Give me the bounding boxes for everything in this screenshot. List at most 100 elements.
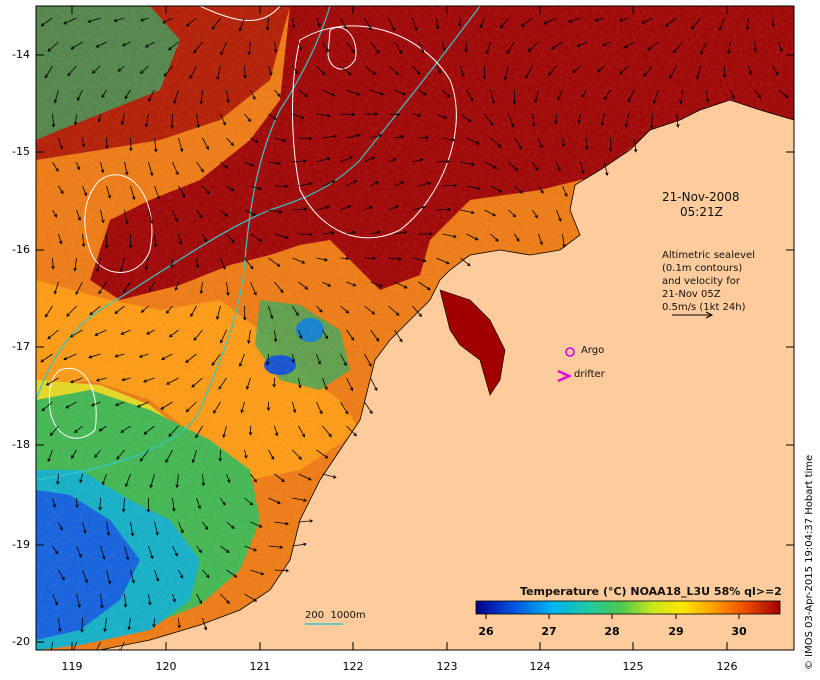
velocity-arrow bbox=[696, 65, 701, 80]
velocity-arrow bbox=[322, 329, 328, 340]
velocity-arrow bbox=[778, 41, 783, 52]
velocity-arrow bbox=[168, 425, 179, 437]
velocity-arrow bbox=[120, 329, 131, 335]
velocity-arrow bbox=[298, 425, 306, 438]
velocity-arrow bbox=[316, 401, 323, 415]
velocity-arrow bbox=[532, 161, 539, 171]
velocity-arrow bbox=[250, 137, 259, 143]
velocity-arrow bbox=[316, 65, 326, 76]
velocity-arrow bbox=[364, 17, 372, 31]
velocity-arrow bbox=[123, 281, 131, 294]
velocity-arrow bbox=[364, 353, 372, 367]
velocity-arrow bbox=[148, 545, 154, 560]
velocity-arrow bbox=[466, 233, 479, 241]
legend-line-1: Altimetric sealevel bbox=[662, 250, 755, 261]
velocity-arrow bbox=[196, 545, 203, 554]
velocity-arrow bbox=[292, 449, 302, 460]
depth-legend-label: 200 1000m bbox=[305, 610, 366, 621]
velocity-arrow bbox=[248, 425, 253, 436]
velocity-arrow bbox=[561, 137, 566, 148]
velocity-arrow bbox=[418, 232, 434, 236]
velocity-arrow bbox=[51, 113, 56, 128]
velocity-arrow bbox=[364, 65, 377, 75]
velocity-arrow bbox=[51, 641, 53, 650]
velocity-arrow bbox=[364, 401, 373, 415]
velocity-arrow bbox=[554, 113, 558, 125]
velocity-arrow bbox=[641, 17, 653, 24]
velocity-arrow bbox=[340, 156, 354, 163]
velocity-arrow bbox=[250, 233, 263, 242]
velocity-arrow bbox=[388, 257, 403, 261]
velocity-arrow bbox=[292, 207, 308, 211]
velocity-arrow bbox=[418, 89, 427, 96]
velocity-arrow bbox=[220, 41, 227, 56]
velocity-arrow bbox=[412, 257, 427, 263]
velocity-arrow bbox=[691, 17, 701, 30]
velocity-arrow bbox=[123, 593, 128, 608]
map-plot-area bbox=[36, 6, 794, 650]
velocity-arrow bbox=[292, 65, 299, 75]
velocity-arrow bbox=[322, 134, 338, 139]
velocity-arrow bbox=[412, 205, 426, 211]
velocity-arrow bbox=[244, 209, 257, 216]
colorbar bbox=[475, 600, 781, 615]
velocity-arrow bbox=[153, 233, 158, 248]
velocity-arrow bbox=[239, 353, 245, 367]
velocity-arrow bbox=[139, 65, 149, 74]
velocity-arrow bbox=[124, 209, 129, 225]
velocity-arrow bbox=[91, 65, 101, 74]
velocity-arrow bbox=[148, 161, 154, 177]
velocity-arrow bbox=[268, 209, 283, 214]
velocity-arrow bbox=[124, 545, 130, 561]
lon-tick-121: 121 bbox=[249, 660, 271, 673]
velocity-arrow bbox=[346, 377, 354, 392]
velocity-arrow bbox=[466, 137, 480, 145]
velocity-arrow bbox=[202, 233, 207, 243]
velocity-arrow bbox=[577, 113, 581, 124]
velocity-arrow bbox=[220, 161, 229, 169]
velocity-arrow bbox=[226, 89, 230, 104]
velocity-arrow bbox=[244, 449, 248, 459]
lat-tick-19: -19 bbox=[12, 538, 30, 551]
velocity-arrow bbox=[418, 281, 431, 291]
velocity-arrow bbox=[292, 113, 305, 120]
velocity-arrow bbox=[58, 521, 63, 531]
velocity-arrow bbox=[202, 569, 210, 579]
velocity-arrow bbox=[435, 17, 440, 30]
isobath-200m bbox=[36, 6, 331, 481]
velocity-arrow bbox=[44, 65, 53, 79]
lon-tick-123: 123 bbox=[436, 660, 458, 673]
velocity-arrow bbox=[562, 233, 566, 248]
velocity-arrow bbox=[220, 497, 226, 506]
velocity-arrow bbox=[94, 449, 101, 459]
velocity-arrow bbox=[388, 305, 400, 316]
velocity-arrow bbox=[771, 17, 776, 28]
axis-ticks bbox=[36, 6, 794, 650]
velocity-arrow bbox=[268, 161, 282, 166]
velocity-arrow bbox=[652, 89, 659, 104]
colorbar-ticks bbox=[485, 614, 740, 619]
velocity-arrow bbox=[138, 353, 149, 358]
velocity-arrow bbox=[412, 113, 422, 117]
velocity-arrow bbox=[98, 281, 107, 295]
velocity-arrow bbox=[124, 89, 131, 100]
velocity-arrow bbox=[394, 135, 405, 139]
velocity-arrow bbox=[76, 161, 81, 171]
velocity-arrow bbox=[722, 65, 727, 79]
velocity-arrow bbox=[298, 41, 303, 51]
velocity-arrow bbox=[120, 113, 125, 126]
velocity-arrow bbox=[117, 65, 125, 72]
velocity-arrow bbox=[346, 281, 357, 287]
velocity-arrow bbox=[52, 497, 57, 508]
velocity-arrow bbox=[226, 233, 235, 244]
velocity-arrow bbox=[73, 113, 78, 126]
velocity-arrow bbox=[490, 137, 502, 148]
velocity-arrow bbox=[298, 89, 309, 98]
velocity-arrow bbox=[316, 305, 323, 313]
velocity-arrow bbox=[250, 185, 263, 191]
velocity-arrow bbox=[213, 401, 221, 414]
velocity-arrow bbox=[178, 185, 186, 198]
velocity-arrow bbox=[87, 17, 101, 23]
velocity-arrow bbox=[669, 65, 677, 79]
velocity-arrow bbox=[268, 113, 277, 120]
